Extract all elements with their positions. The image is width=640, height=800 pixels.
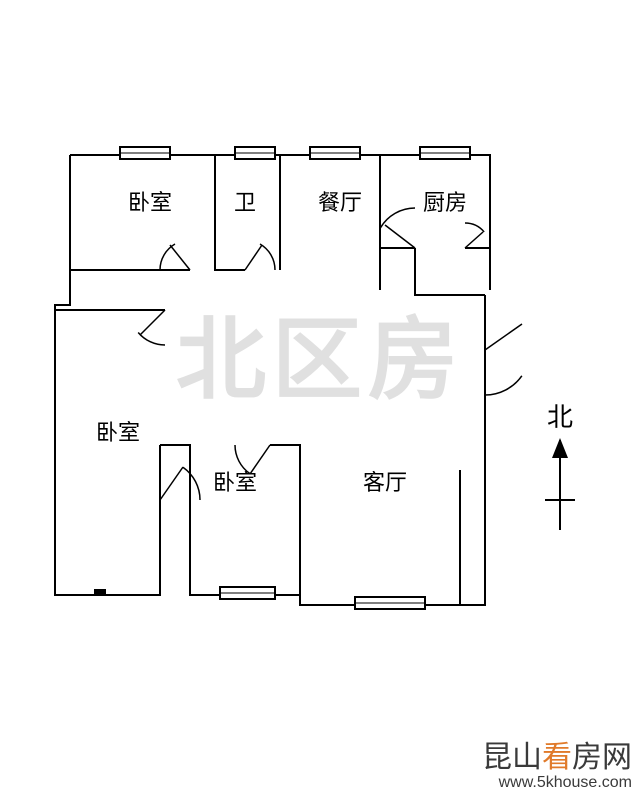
- label-bedroom-left: 卧室: [96, 420, 140, 445]
- compass-label: 北: [547, 403, 573, 432]
- logo-url: www.5khouse.com: [482, 774, 632, 792]
- logo-cn: 昆山看房网: [482, 741, 632, 774]
- logo-cn-part-1: 看: [542, 741, 572, 774]
- watermark-text: 北区房: [176, 312, 464, 411]
- label-living: 客厅: [363, 470, 407, 495]
- floor-plan: 北区房 卧室 卫 餐厅 厨房 卧室 卧室 客厅 北: [0, 0, 640, 800]
- site-logo: 昆山看房网 www.5khouse.com: [482, 741, 632, 792]
- label-kitchen: 厨房: [423, 190, 467, 215]
- logo-cn-part-0: 昆山: [482, 741, 542, 774]
- label-bathroom: 卫: [234, 190, 256, 215]
- compass: 北: [545, 403, 575, 530]
- label-dining: 餐厅: [318, 190, 362, 215]
- label-bedroom-top: 卧室: [128, 190, 172, 215]
- logo-cn-part-2: 房网: [572, 741, 632, 774]
- label-bedroom-mid: 卧室: [213, 470, 257, 495]
